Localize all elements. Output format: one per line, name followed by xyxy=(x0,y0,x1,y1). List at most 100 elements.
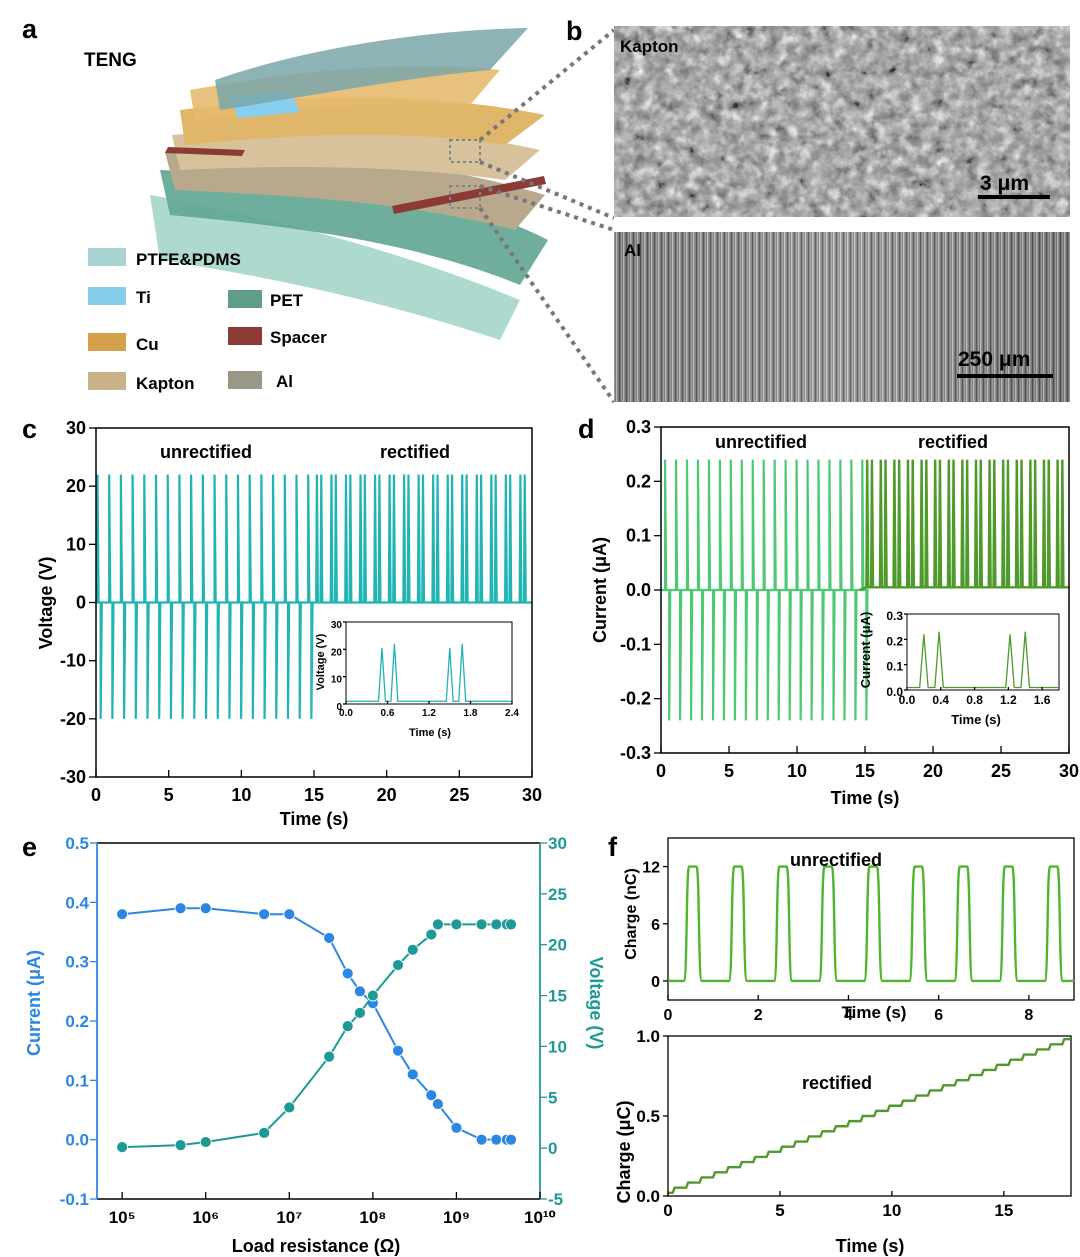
data-point-right xyxy=(354,1006,366,1019)
panel-label-a: a xyxy=(22,14,38,44)
y-tick-label: 0.1 xyxy=(886,660,903,674)
x-tick-label: 6 xyxy=(934,1007,943,1024)
x-tick-label: 10⁸ xyxy=(359,1208,386,1227)
y-tick-label: -0.1 xyxy=(60,1190,89,1209)
y-tick-label: 0 xyxy=(651,974,660,991)
x-tick-label: 4 xyxy=(844,1007,853,1024)
zoom-box-al xyxy=(449,185,481,209)
sem-label-kapton: Kapton xyxy=(620,37,679,56)
x-tick-label: 0 xyxy=(664,1007,673,1024)
ylabel-c: Voltage (V) xyxy=(36,557,56,650)
zoom-line-4 xyxy=(478,206,616,404)
inset-c: 0.0 0.6 1.2 1.8 2.4 0 10 20 30 xyxy=(331,620,520,719)
xlabel-f2: Time (s) xyxy=(836,1236,905,1256)
legend-item-pet: PET xyxy=(228,290,304,310)
series-line-left xyxy=(122,907,512,1141)
y-tick-label: 15 xyxy=(548,987,567,1006)
y-tick-label: 0.3 xyxy=(65,953,89,972)
data-point-right xyxy=(366,989,379,1002)
inset-frame-d xyxy=(906,613,1060,691)
x-tick-label: 0.8 xyxy=(966,693,983,707)
x-tick-label: 20 xyxy=(923,761,943,781)
y-tick-label: 1.0 xyxy=(636,1027,660,1046)
series-charge-rectified xyxy=(668,1038,1071,1194)
x-tick-label: 15 xyxy=(304,785,324,805)
x-tick-label: 5 xyxy=(724,761,734,781)
zoom-box-kapton xyxy=(449,139,481,163)
y-tick-label: -30 xyxy=(60,767,86,787)
x-tick-label: 0.6 xyxy=(381,708,395,719)
x-tick-label: 1.6 xyxy=(1034,693,1051,707)
x-tick-label: 15 xyxy=(994,1201,1013,1220)
annotation-unrectified-d: unrectified xyxy=(715,432,807,452)
y-tick-label: 0.1 xyxy=(626,526,651,546)
series-charge-unrectified xyxy=(668,865,1074,983)
data-point-right xyxy=(283,1101,296,1114)
y-tick-label: 0.0 xyxy=(886,685,903,699)
y-tick-label: 25 xyxy=(548,885,567,904)
panel-f: f 0 2 4 6 8 0 6 12 unrectified Time (s) Charge … xyxy=(608,832,1075,1256)
data-point-left xyxy=(354,985,366,998)
x-tick-label: 20 xyxy=(377,785,397,805)
series-unrectified-current xyxy=(661,459,869,721)
x-tick-label: 0 xyxy=(663,1201,672,1220)
ylabel-f1: Charge (nC) xyxy=(623,868,640,960)
panel-label-c: c xyxy=(22,414,37,444)
legend-item-al: Al xyxy=(228,371,293,391)
panel-e: e 10⁵ 10⁶ 10⁷ 10⁸ 10⁹ 10¹⁰ -0.1 0.0 0.1 0.2 0.3 0.4… xyxy=(22,832,606,1256)
data-point-left xyxy=(283,908,296,921)
zoom-line-3 xyxy=(479,184,615,232)
series-unrectified-voltage xyxy=(96,474,314,719)
material-legend: PTFE&PDMS Ti Cu Kapton PET Spacer Al xyxy=(88,248,327,393)
data-point-left xyxy=(490,1133,503,1146)
panel-b: b Kapton 3 μm Al 250 μm xyxy=(566,16,1070,402)
annotation-rectified-d: rectified xyxy=(918,432,988,452)
y-tick-label: -5 xyxy=(548,1190,563,1209)
sem-image-kapton: Kapton 3 μm xyxy=(614,26,1070,217)
data-point-left xyxy=(323,932,336,944)
xlabel-f1: Time (s) xyxy=(842,1003,907,1022)
series-rectified-current xyxy=(859,459,1069,592)
x-tick-label: 0.4 xyxy=(932,693,949,707)
legend-label: PET xyxy=(270,291,304,310)
load-resistance-plot: 10⁵ 10⁶ 10⁷ 10⁸ 10⁹ 10¹⁰ -0.1 0.0 0.1 0.2 0.3 0.4 0.… xyxy=(60,834,567,1227)
y-tick-label: 0.0 xyxy=(65,1131,89,1150)
y-tick-label: 0.0 xyxy=(636,1187,660,1206)
y-tick-label: 0.0 xyxy=(626,580,651,600)
data-point-left xyxy=(425,1089,438,1102)
data-point-left xyxy=(341,967,354,980)
sem-label-al: Al xyxy=(624,241,641,260)
xlabel-d: Time (s) xyxy=(831,788,900,808)
spacer-left xyxy=(165,147,245,156)
data-point-left xyxy=(199,902,212,915)
data-point-left xyxy=(258,908,271,921)
data-point-left xyxy=(505,1133,517,1146)
scale-text-al: 250 μm xyxy=(958,348,1030,371)
data-point-left xyxy=(392,1044,404,1057)
y-tick-label: 0 xyxy=(336,702,342,713)
x-tick-label: 10 xyxy=(882,1201,901,1220)
x-tick-label: 1.2 xyxy=(422,708,436,719)
data-point-right xyxy=(431,918,444,931)
y-tick-label: 20 xyxy=(548,936,567,955)
spacer-right xyxy=(392,176,546,214)
pet-layer xyxy=(160,170,548,285)
y-tick-label: 10 xyxy=(548,1037,567,1056)
annotation-unrectified-c: unrectified xyxy=(160,442,252,462)
legend-label: Kapton xyxy=(136,374,195,393)
data-point-left xyxy=(116,908,129,921)
panel-label-d: d xyxy=(578,414,595,444)
x-tick-label: 30 xyxy=(1059,761,1079,781)
y-tick-label: 10 xyxy=(66,534,86,554)
x-tick-label: 10⁹ xyxy=(443,1208,470,1227)
x-tick-label: 10⁵ xyxy=(109,1208,136,1227)
panel-a: a TENG PTFE&PDMS Ti Cu Kapton PET xyxy=(22,14,616,404)
ticks-c: 0 5 10 15 20 25 30 -30 -20 -10 0 10 20 30 xyxy=(60,418,542,805)
inset-ylabel-c: Voltage (V) xyxy=(315,633,327,690)
ylabel-f2: Charge (μC) xyxy=(614,1100,634,1203)
legend-item-cu: Cu xyxy=(88,333,159,354)
inset-frame-c xyxy=(345,621,513,705)
teng-title: TENG xyxy=(84,50,137,71)
data-point-right xyxy=(475,918,488,931)
teng-layer-stack xyxy=(150,28,616,404)
